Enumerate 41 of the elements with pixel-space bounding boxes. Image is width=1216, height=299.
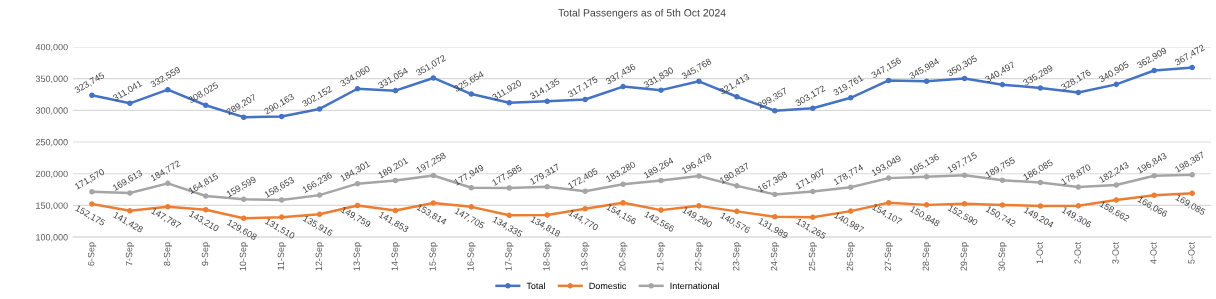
x-tick-label: 9-Sep [201,242,210,266]
x-tick-label: 16-Sep [467,242,476,271]
legend-label: Total [526,282,545,290]
x-tick-label: 8-Sep [163,242,173,266]
y-tick-label: 250,000 [35,138,68,147]
x-tick-label: 29-Sep [960,242,969,271]
x-tick-label: 4-Oct [1150,242,1157,264]
x-tick-label: 24-Sep [770,242,780,271]
x-tick-label: 17-Sep [505,242,514,271]
x-tick-label: 23-Sep [732,242,742,271]
x-tick-label: 27-Sep [884,242,893,271]
x-tick-label: 20-Sep [619,242,628,271]
x-tick-label: 22-Sep [694,242,704,271]
x-tick-label: 28-Sep [922,242,931,271]
x-tick-label: 7-Sep [125,242,135,266]
chart-title: Total Passengers as of 5th Oct 2024 [558,8,726,19]
x-tick-label: 18-Sep [543,242,552,271]
x-tick-label: 5-Oct [1188,242,1195,264]
y-tick-label: 400,000 [35,43,68,52]
y-tick-label: 300,000 [35,107,68,115]
y-tick-label: 200,000 [35,170,68,179]
x-tick-label: 19-Sep [581,242,590,271]
x-tick-label: 12-Sep [315,242,324,271]
x-tick-label: 26-Sep [846,242,855,271]
x-tick-label: 6-Sep [87,242,97,266]
x-tick-label: 3-Oct [1112,242,1119,264]
legend-label: International [670,282,719,290]
legend-label: Domestic [589,282,627,290]
x-tick-label: 2-Oct [1074,242,1081,264]
y-tick-label: 100,000 [36,234,68,242]
x-tick-label: 10-Sep [239,242,248,271]
x-tick-label: 21-Sep [657,242,666,271]
x-tick-label: 11-Sep [277,242,286,270]
y-tick-label: 150,000 [36,202,68,210]
x-tick-label: 30-Sep [998,242,1007,271]
x-tick-label: 15-Sep [429,242,438,271]
x-tick-label: 13-Sep [353,242,362,271]
x-tick-label: 14-Sep [391,242,400,271]
x-tick-label: 25-Sep [808,242,817,271]
y-tick-label: 350,000 [35,75,68,84]
x-tick-label: 1-Oct [1036,242,1043,264]
